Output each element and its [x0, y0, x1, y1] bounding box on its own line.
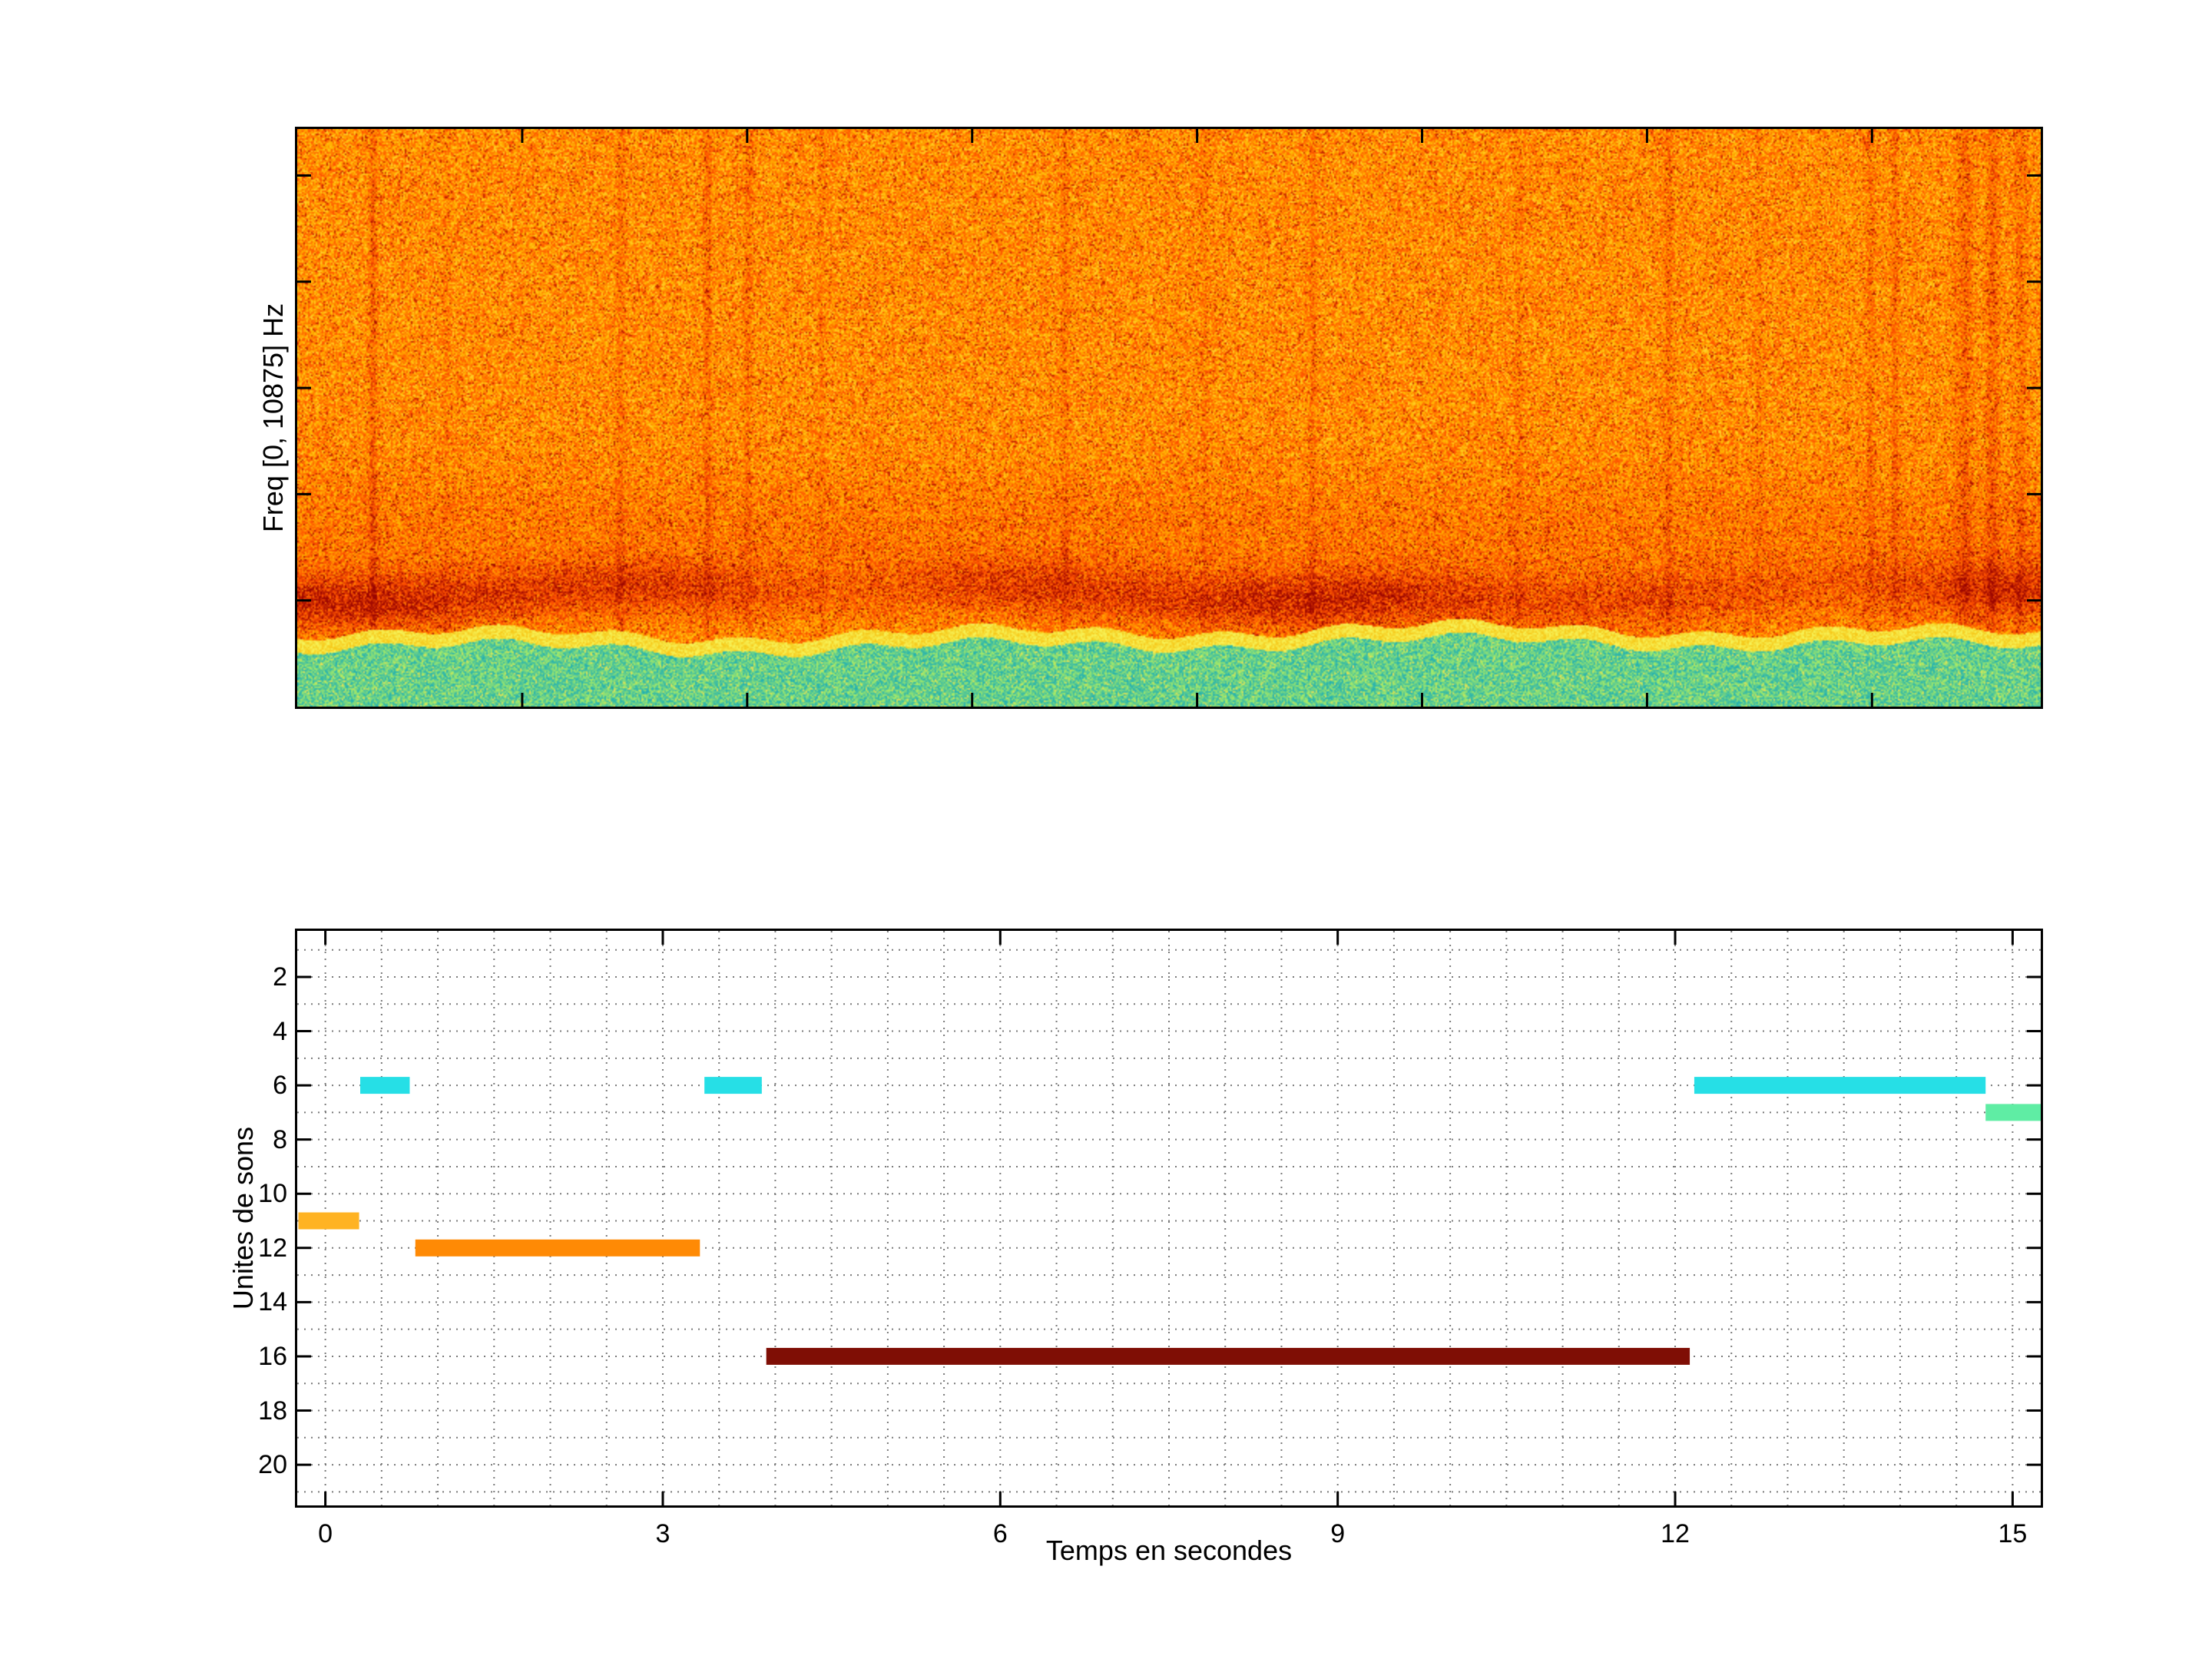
spectrogram-canvas [297, 129, 2041, 707]
sound-unit-segment [1694, 1077, 1986, 1094]
sound-unit-segment [704, 1077, 762, 1094]
x-tick-label: 15 [1998, 1519, 2028, 1548]
spectrogram-axis-ticks [297, 129, 2041, 707]
sound-unit-segment [1985, 1104, 2041, 1121]
x-tick-label: 3 [655, 1519, 671, 1548]
units-chart-svg [297, 931, 2041, 1505]
spectrogram-ylabel: Freq [0, 10875] Hz [257, 303, 289, 533]
y-tick-label: 18 [258, 1396, 287, 1426]
y-tick-label: 10 [258, 1179, 287, 1209]
y-tick-label: 8 [273, 1124, 287, 1154]
sound-unit-segment [360, 1077, 410, 1094]
y-tick-label: 16 [258, 1341, 287, 1371]
sound-unit-segment [298, 1212, 359, 1230]
x-tick-label: 0 [318, 1519, 333, 1548]
spectrogram-plot [295, 127, 2043, 709]
x-tick-label: 6 [992, 1519, 1008, 1548]
y-tick-label: 12 [258, 1233, 287, 1263]
units-chart-plot [295, 929, 2043, 1508]
sound-unit-segment [766, 1347, 1690, 1365]
y-tick-label: 4 [273, 1016, 287, 1046]
y-tick-label: 14 [258, 1287, 287, 1317]
x-tick-label: 9 [1330, 1519, 1346, 1548]
y-tick-label: 20 [258, 1450, 287, 1480]
sound-unit-segment [415, 1239, 700, 1257]
y-tick-label: 2 [273, 962, 287, 992]
x-tick-label: 12 [1661, 1519, 1690, 1548]
units-xlabel: Temps en secondes [1045, 1535, 1293, 1566]
y-tick-label: 6 [273, 1071, 287, 1101]
